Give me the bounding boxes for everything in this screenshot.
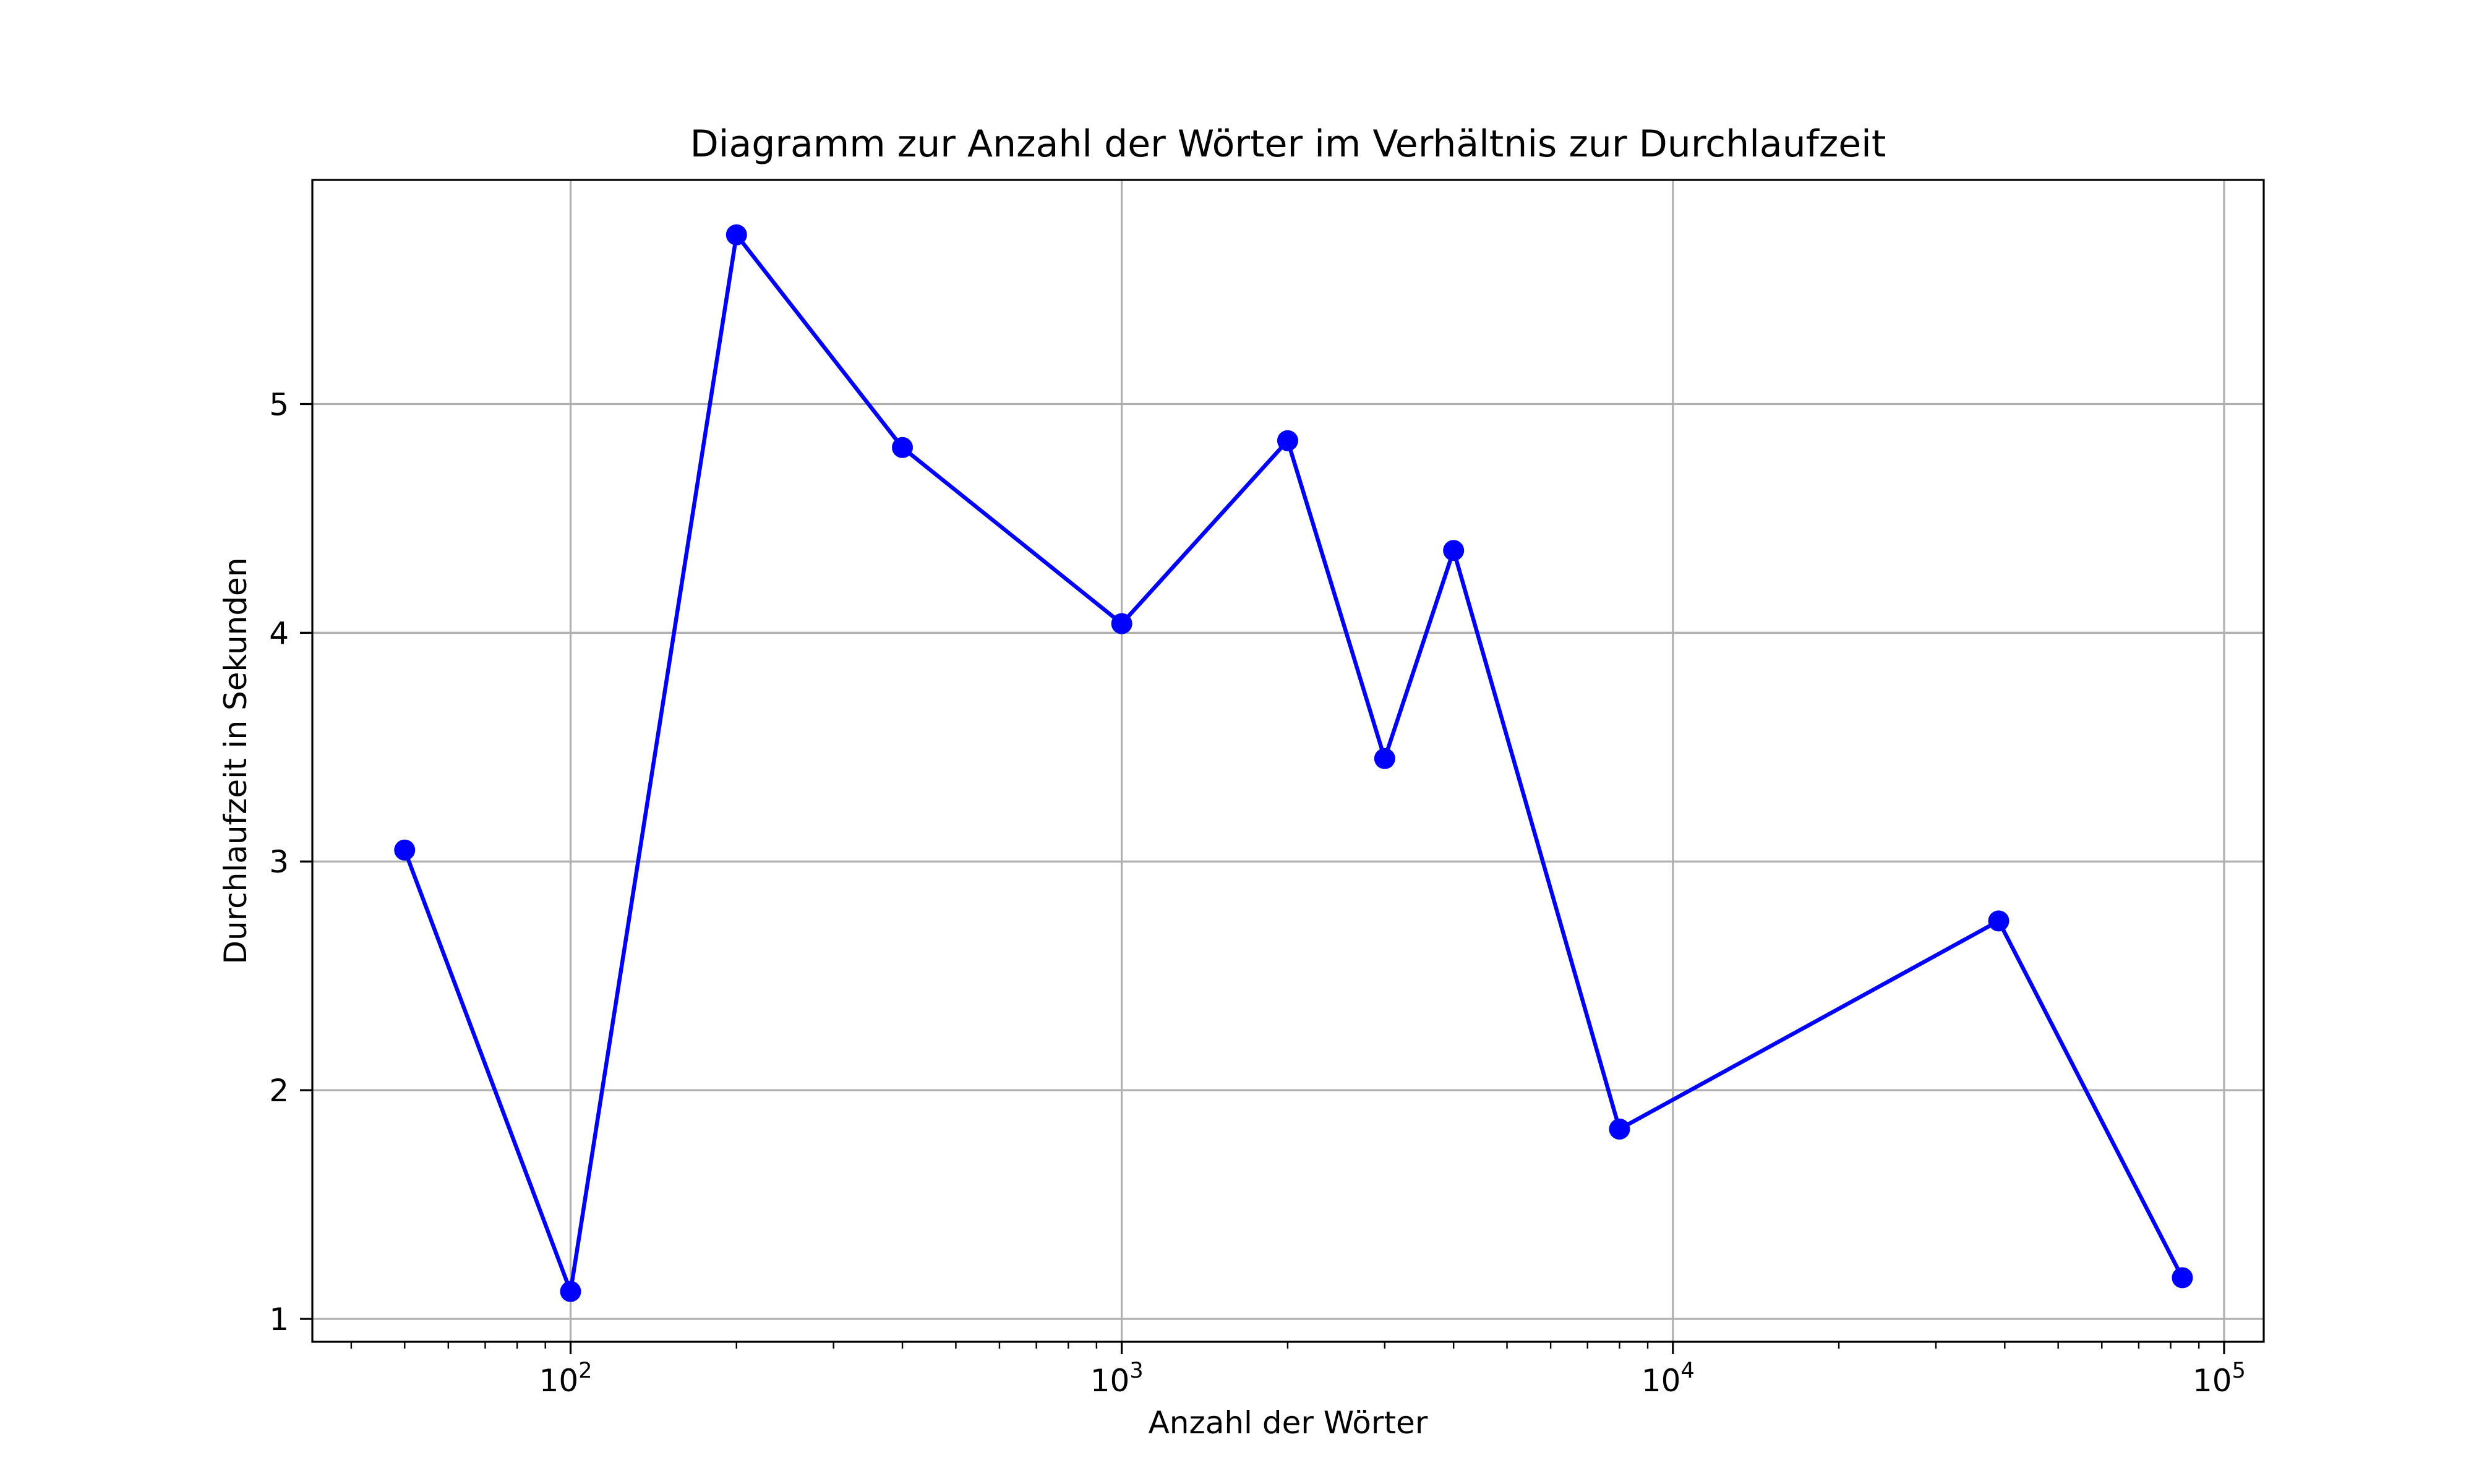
- series-layer: [394, 224, 2193, 1302]
- x-tick-label: 105: [2193, 1358, 2246, 1399]
- x-tick-exponent: 4: [1680, 1358, 1694, 1383]
- chart-title: Diagramm zur Anzahl der Wörter im Verhäl…: [690, 122, 1886, 166]
- data-point: [1988, 910, 2010, 932]
- data-point: [1443, 540, 1465, 561]
- y-tick-label: 2: [269, 1073, 289, 1109]
- x-tick-exponent: 5: [2232, 1358, 2246, 1383]
- x-tick-base: 10: [539, 1363, 579, 1399]
- y-tick-label: 1: [269, 1302, 289, 1337]
- data-point: [560, 1281, 581, 1302]
- y-axis-label: Durchlaufzeit in Sekunden: [218, 557, 254, 964]
- x-tick-exponent: 3: [1129, 1358, 1143, 1383]
- data-point: [892, 437, 914, 458]
- x-axis-label: Anzahl der Wörter: [1149, 1405, 1428, 1441]
- y-tick-label: 3: [269, 844, 289, 880]
- data-point: [1609, 1119, 1630, 1140]
- x-tick-base: 10: [1090, 1363, 1130, 1399]
- data-point: [1374, 748, 1395, 769]
- data-point: [2172, 1267, 2193, 1289]
- axis-ticks: [300, 403, 2225, 1354]
- data-point: [1277, 430, 1298, 451]
- y-tick-label: 4: [269, 615, 289, 651]
- x-tick-base: 10: [1641, 1363, 1681, 1399]
- data-point: [1111, 613, 1132, 634]
- x-tick-label: 102: [539, 1358, 593, 1399]
- x-tick-label: 103: [1090, 1358, 1144, 1399]
- data-point: [726, 224, 747, 245]
- x-tick-label: 104: [1641, 1358, 1695, 1399]
- y-tick-label: 5: [269, 386, 289, 422]
- data-point: [394, 839, 416, 861]
- x-tick-exponent: 2: [578, 1358, 592, 1383]
- x-tick-base: 10: [2193, 1363, 2232, 1399]
